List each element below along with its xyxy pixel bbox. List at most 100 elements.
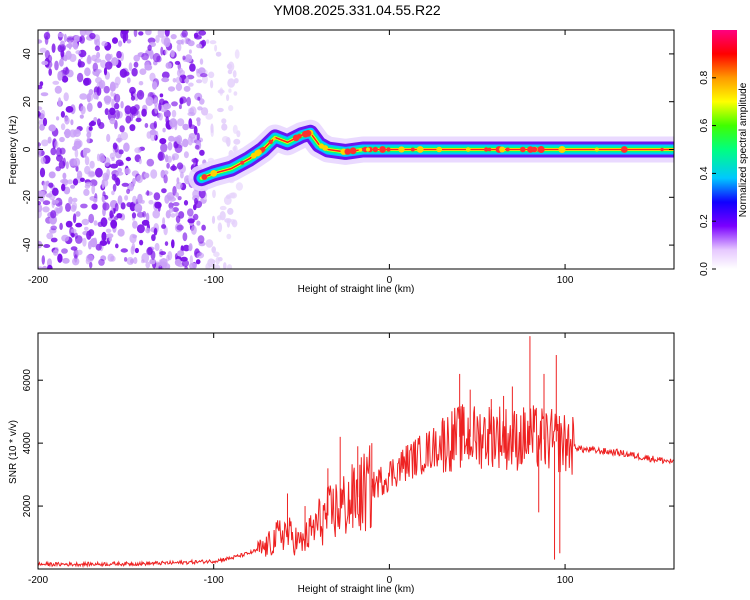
spectrogram-noise-speck [194,35,202,40]
spectrogram-noise-speck [201,107,208,115]
spectrogram-noise-speck [188,245,191,251]
spectrogram-noise-speck [236,130,240,137]
spectrogram-noise-speck [154,202,161,209]
spectrogram-ridge-blob [359,148,363,152]
spectrogram-noise-speck [105,108,109,115]
spectrogram-noise-speck [91,204,97,210]
spectrogram-noise-speck [134,104,140,110]
spectrogram-noise-speck [227,264,232,271]
spectrogram-noise-speck [98,222,104,227]
spectrogram-noise-speck [131,68,137,77]
spectrogram-ridge-blob [210,170,217,177]
spectrogram-noise-speck [195,145,200,150]
spectrogram-noise-speck [101,41,107,47]
spectrogram-ridge-blob [202,174,208,180]
spectrogram-noise-speck [89,161,94,169]
spectrogram-noise-speck [226,234,231,240]
colorbar-tick-label: 0.2 [699,214,710,228]
spectrogram-noise-speck [158,102,161,111]
spectrogram-noise-speck [72,202,77,210]
spectrogram-noise-speck [64,34,67,42]
spectrogram-noise-speck [196,79,202,83]
spectrogram-noise-speck [89,89,94,95]
spectrogram-noise-speck [221,124,227,131]
spectrogram-noise-speck [129,62,133,71]
spectrogram-noise-speck [137,90,144,100]
spectrogram-noise-speck [172,155,175,160]
spectrogram-noise-speck [75,233,78,239]
spectrogram-noise-speck [57,254,62,263]
spectrogram-noise-speck [129,234,136,243]
spectrogram-noise-speck [106,229,112,233]
spectrogram-noise-speck [95,46,100,52]
spectrogram-noise-speck [144,173,149,179]
spectrogram-noise-speck [160,143,167,152]
spectrogram-ridge-blob [269,140,273,144]
spectrogram-noise-speck [105,61,112,69]
spectrogram-noise-speck [109,210,113,218]
colorbar-tick-label: 0.0 [699,262,710,276]
spectrogram-noise-speck [134,147,141,153]
spectrogram-noise-speck [121,202,126,209]
spectrogram-noise-speck [35,39,42,43]
spectrogram-noise-speck [55,166,61,171]
spectrogram-noise-speck [137,224,145,233]
spectrogram-noise-speck [146,96,154,106]
spectrogram-noise-speck [228,89,231,93]
spectrogram-noise-speck [145,123,149,128]
spectrogram-noise-speck [220,206,227,210]
spectrogram-noise-speck [56,155,63,162]
spectrogram-ridge-blob [538,146,545,153]
spectrogram-noise-speck [112,37,118,44]
spectrogram-noise-speck [183,232,188,241]
spectrogram-noise-speck [94,220,98,226]
spectrogram-noise-speck [214,45,217,52]
snr-xtick-label: -100 [204,575,224,586]
spectrogram-noise-speck [73,40,78,49]
spectrogram-noise-speck [123,34,126,43]
spectrogram-ytick-label: -20 [22,190,33,205]
spectrogram-noise-speck [97,118,101,126]
spectrogram-ridge-blob [386,147,390,151]
colorbar-tick-label: 0.8 [699,70,710,84]
spectrogram-noise-speck [57,71,62,81]
figure-title: YM08.2025.331.04.55.R22 [273,2,441,18]
spectrogram-noise-speck [43,181,47,191]
spectrogram-noise-speck [110,221,116,227]
spectrogram-noise-speck [191,158,198,163]
spectrogram-noise-speck [41,139,48,146]
spectrogram-noise-speck [185,36,189,44]
spectrogram-ridge-blob [660,148,663,151]
spectrogram-noise-speck [145,228,150,234]
spectrogram-noise-speck [61,123,65,130]
spectrogram-noise-speck [161,224,166,229]
spectrogram-noise-speck [161,188,167,193]
spectrogram-noise-speck [122,183,129,187]
spectrogram-noise-speck [102,196,105,202]
spectrogram-noise-speck [230,192,237,198]
spectrogram-noise-speck [59,137,65,142]
spectrogram-noise-speck [135,248,139,253]
spectrogram-noise-speck [42,266,47,271]
spectrogram-noise-speck [141,253,149,263]
spectrogram-noise-speck [97,101,102,108]
spectrogram-noise-speck [89,33,95,39]
snr-xtick-label: 100 [557,575,574,586]
spectrogram-noise-speck [114,103,119,109]
spectrogram-noise-speck [63,92,68,101]
spectrogram-noise-speck [171,34,177,39]
spectrogram-noise-speck [96,71,99,77]
spectrogram-noise-speck [218,222,222,232]
spectrogram-noise-speck [179,104,182,109]
spectrogram-noise-speck [198,30,206,35]
spectrogram-ridge-blob [273,137,276,140]
spectrogram-noise-speck [40,48,47,53]
spectrogram-noise-speck [84,78,91,86]
spectrogram-noise-speck [186,77,189,84]
spectrogram-noise-speck [184,86,191,92]
spectrogram-noise-speck [65,51,71,60]
spectrogram-noise-speck [124,195,128,201]
spectrogram-ridge-blob [411,148,415,152]
spectrogram-noise-speck [75,223,82,228]
spectrogram-noise-speck [75,129,80,134]
